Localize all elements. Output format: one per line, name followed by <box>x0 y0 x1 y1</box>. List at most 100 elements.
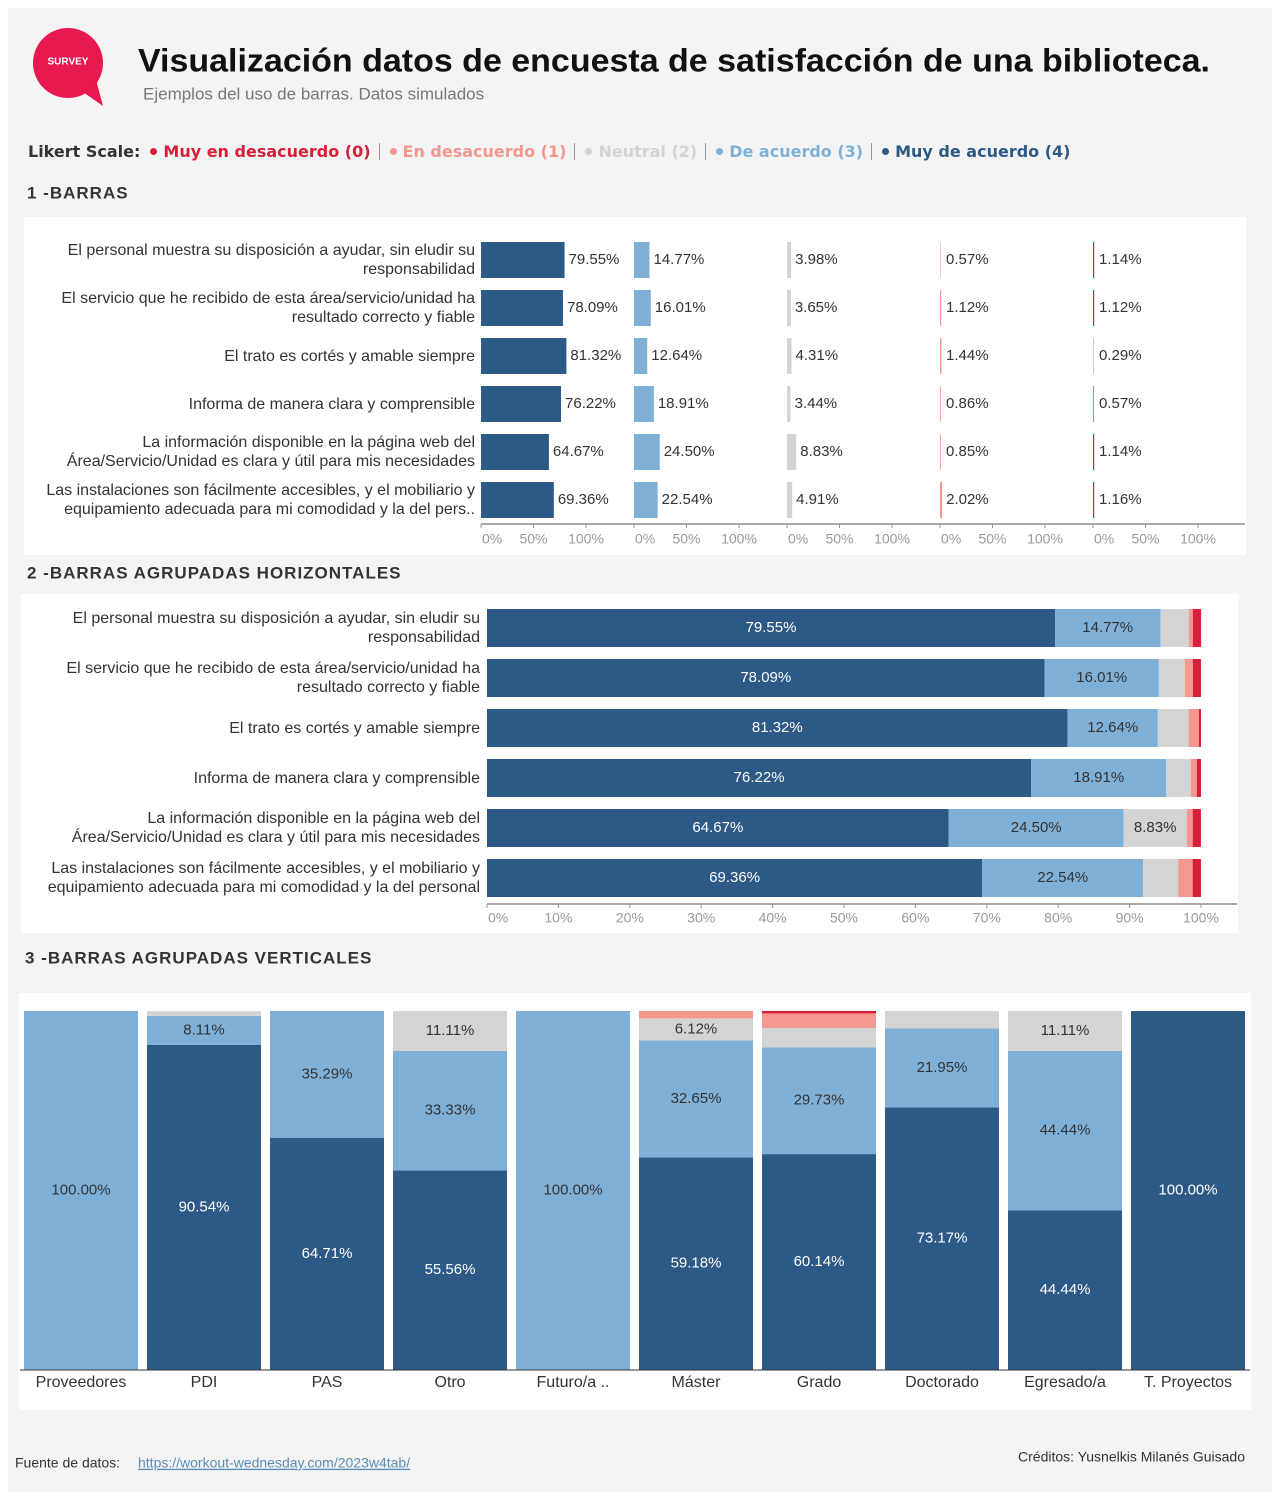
data-label: 21.95% <box>917 1059 968 1076</box>
legend-title: Likert Scale: <box>28 141 141 161</box>
legend-marker <box>882 147 890 155</box>
bar-segment <box>639 1011 753 1019</box>
data-label: 0.85% <box>946 443 989 460</box>
legend-marker <box>585 147 593 155</box>
bar-segment <box>762 1027 876 1048</box>
legend-separator <box>378 142 380 160</box>
legend-marker <box>716 147 724 155</box>
data-label: 16.01% <box>655 299 706 316</box>
data-label: 2.02% <box>946 491 989 508</box>
bar <box>787 434 797 470</box>
bar-segment <box>762 1013 876 1028</box>
x-tick-label: PDI <box>191 1374 218 1391</box>
bar <box>634 482 658 518</box>
legend-marker <box>389 147 397 155</box>
row-label: Las instalaciones son fácilmente accesib… <box>46 482 475 518</box>
data-label: 29.73% <box>794 1092 845 1109</box>
data-label: 1.12% <box>1099 299 1142 316</box>
x-tick-label: 50% <box>1131 531 1159 547</box>
bar-segment <box>1067 709 1158 747</box>
bar <box>481 242 565 278</box>
bar-segment <box>1196 759 1201 797</box>
bar-segment <box>487 859 983 897</box>
bar-segment <box>885 1107 999 1370</box>
section-title: 2 -BARRAS AGRUPADAS HORIZONTALES <box>27 563 402 582</box>
bar <box>634 434 660 470</box>
bar-segment <box>1031 759 1167 797</box>
bar <box>1093 482 1095 518</box>
legend-label: En desacuerdo (1) <box>402 141 567 161</box>
data-label: 0.29% <box>1099 347 1142 364</box>
bar <box>940 386 941 422</box>
data-label: 4.91% <box>796 491 839 508</box>
data-label: 8.11% <box>183 1021 224 1038</box>
bar-segment <box>1184 659 1193 697</box>
data-label: 1.44% <box>946 347 989 364</box>
row-label: El trato es cortés y amable siempre <box>229 719 480 737</box>
data-label: 33.33% <box>425 1102 476 1119</box>
data-label: 76.22% <box>565 395 616 412</box>
bar-segment <box>1157 709 1189 747</box>
data-label: 81.32% <box>570 347 621 364</box>
bar <box>940 290 942 326</box>
bar <box>787 482 793 518</box>
bar <box>940 434 941 470</box>
data-label: 90.54% <box>179 1198 230 1215</box>
bar-segment <box>1044 659 1159 697</box>
data-label: 24.50% <box>1011 819 1062 836</box>
bar-segment <box>1188 609 1193 647</box>
data-label: 35.29% <box>302 1065 353 1082</box>
bar-segment <box>885 1028 999 1108</box>
bar <box>787 338 792 374</box>
data-label: 24.50% <box>664 443 715 460</box>
bar-segment <box>1008 1210 1122 1370</box>
bar-segment <box>1158 659 1185 697</box>
x-tick-label: PAS <box>312 1374 343 1391</box>
legend-label: Neutral (2) <box>598 141 698 161</box>
x-tick-label: T. Proyectos <box>1144 1374 1232 1391</box>
bar-segment <box>487 709 1068 747</box>
legend-marker <box>150 147 158 155</box>
source-link[interactable]: https://workout-wednesday.com/2023w4tab/ <box>138 1455 410 1471</box>
data-label: 6.12% <box>675 1020 718 1037</box>
bar-segment <box>762 1047 876 1155</box>
x-tick-label: Proveedores <box>36 1374 127 1391</box>
x-tick-label: 50% <box>830 910 858 926</box>
data-label: 4.31% <box>796 347 839 364</box>
x-tick-label: 100% <box>1180 531 1216 547</box>
data-label: 14.77% <box>1082 619 1133 636</box>
bar <box>634 290 651 326</box>
x-tick-label: 50% <box>519 531 547 547</box>
data-label: 8.83% <box>800 443 843 460</box>
x-tick-label: 70% <box>973 910 1001 926</box>
legend: Likert Scale: Muy en desacuerdo (0) En des… <box>28 139 1070 163</box>
x-tick-label: 50% <box>978 531 1006 547</box>
bar-segment <box>639 1018 753 1041</box>
x-tick-label: 0% <box>482 531 502 547</box>
data-label: 76.22% <box>734 769 785 786</box>
bar-segment <box>639 1040 753 1158</box>
x-tick-label: 50% <box>825 531 853 547</box>
logo: SURVEY <box>33 28 103 106</box>
bar-segment <box>393 1050 507 1171</box>
x-tick-label: 0% <box>788 531 808 547</box>
bar-segment <box>1131 1011 1245 1370</box>
x-tick-label: 100% <box>1183 910 1219 926</box>
data-label: 0.86% <box>946 395 989 412</box>
data-label: 12.64% <box>1087 719 1138 736</box>
bar-segment <box>487 659 1045 697</box>
bar-segment <box>270 1011 384 1138</box>
bar-segment <box>885 1011 999 1029</box>
section-title: 1 -BARRAS <box>27 183 129 202</box>
data-label: 3.65% <box>795 299 838 316</box>
bar <box>940 338 942 374</box>
x-tick-label: 0% <box>1094 531 1114 547</box>
credits: Créditos: Yusnelkis Milanés Guisado <box>1018 1449 1245 1465</box>
bar-segment <box>1192 609 1202 647</box>
data-label: 22.54% <box>662 491 713 508</box>
x-tick-label: 40% <box>759 910 787 926</box>
source-label: Fuente de datos: <box>15 1455 120 1471</box>
x-tick-label: 60% <box>901 910 929 926</box>
data-label: 69.36% <box>709 869 760 886</box>
